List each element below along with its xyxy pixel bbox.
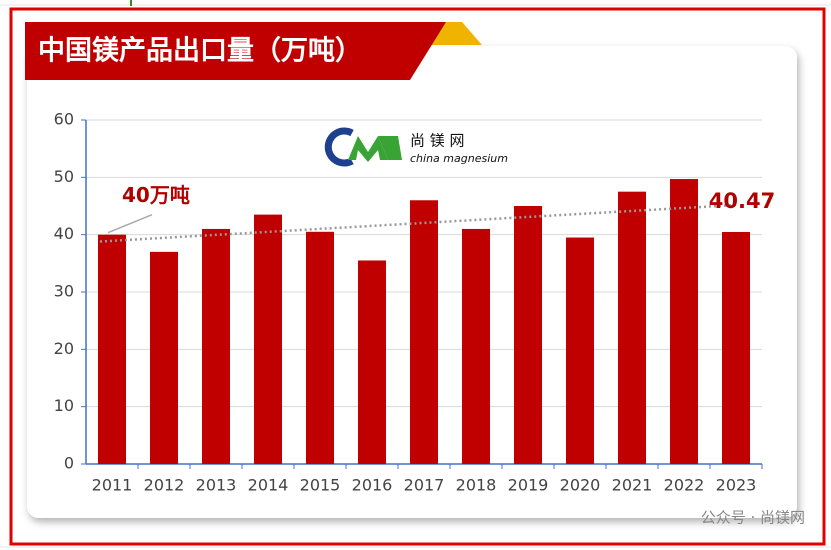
value-label: 40万吨	[122, 183, 190, 207]
x-tick-label: 2014	[248, 476, 289, 495]
banner	[25, 22, 446, 80]
bar	[618, 191, 646, 464]
banner-accent	[430, 22, 482, 45]
y-tick-label: 0	[64, 454, 74, 473]
x-tick-label: 2018	[456, 476, 497, 495]
leader-line	[107, 213, 153, 234]
trendline	[99, 203, 737, 243]
x-tick-label: 2023	[716, 476, 757, 495]
bar	[462, 228, 490, 464]
x-tick-label: 2019	[508, 476, 549, 495]
value-label: 40.47	[709, 189, 775, 213]
x-tick-label: 2017	[404, 476, 445, 495]
x-tick-label: 2016	[352, 476, 393, 495]
bar	[150, 251, 178, 464]
bar	[254, 214, 282, 464]
bar	[566, 237, 594, 464]
bar	[514, 206, 542, 464]
bar	[98, 234, 126, 464]
bar	[358, 260, 386, 464]
logo	[324, 127, 402, 167]
bar	[670, 179, 698, 464]
bar	[306, 231, 334, 464]
x-tick-label: 2013	[196, 476, 237, 495]
bar	[722, 231, 750, 464]
chart-title: 中国镁产品出口量（万吨）	[38, 36, 362, 67]
y-tick-label: 50	[54, 167, 74, 186]
x-tick-label: 2012	[144, 476, 185, 495]
x-tick-label: 2022	[664, 476, 705, 495]
logo-text: 尚 镁 网	[410, 132, 465, 150]
bar	[202, 228, 230, 464]
bar	[410, 200, 438, 464]
frame	[9, 7, 826, 546]
x-tick-label: 2020	[560, 476, 601, 495]
x-tick-label: 2011	[92, 476, 133, 495]
watermark: 公众号 · 尚镁网	[701, 509, 805, 527]
logo-subtext: china magnesium	[410, 152, 508, 165]
y-tick-label: 10	[54, 396, 74, 415]
y-tick-label: 20	[54, 339, 74, 358]
y-tick-label: 30	[54, 282, 74, 301]
x-tick-label: 2021	[612, 476, 653, 495]
x-tick-label: 2015	[300, 476, 341, 495]
y-tick-label: 60	[54, 110, 74, 129]
y-tick-label: 40	[54, 224, 74, 243]
sheet-grid	[0, 4, 831, 548]
